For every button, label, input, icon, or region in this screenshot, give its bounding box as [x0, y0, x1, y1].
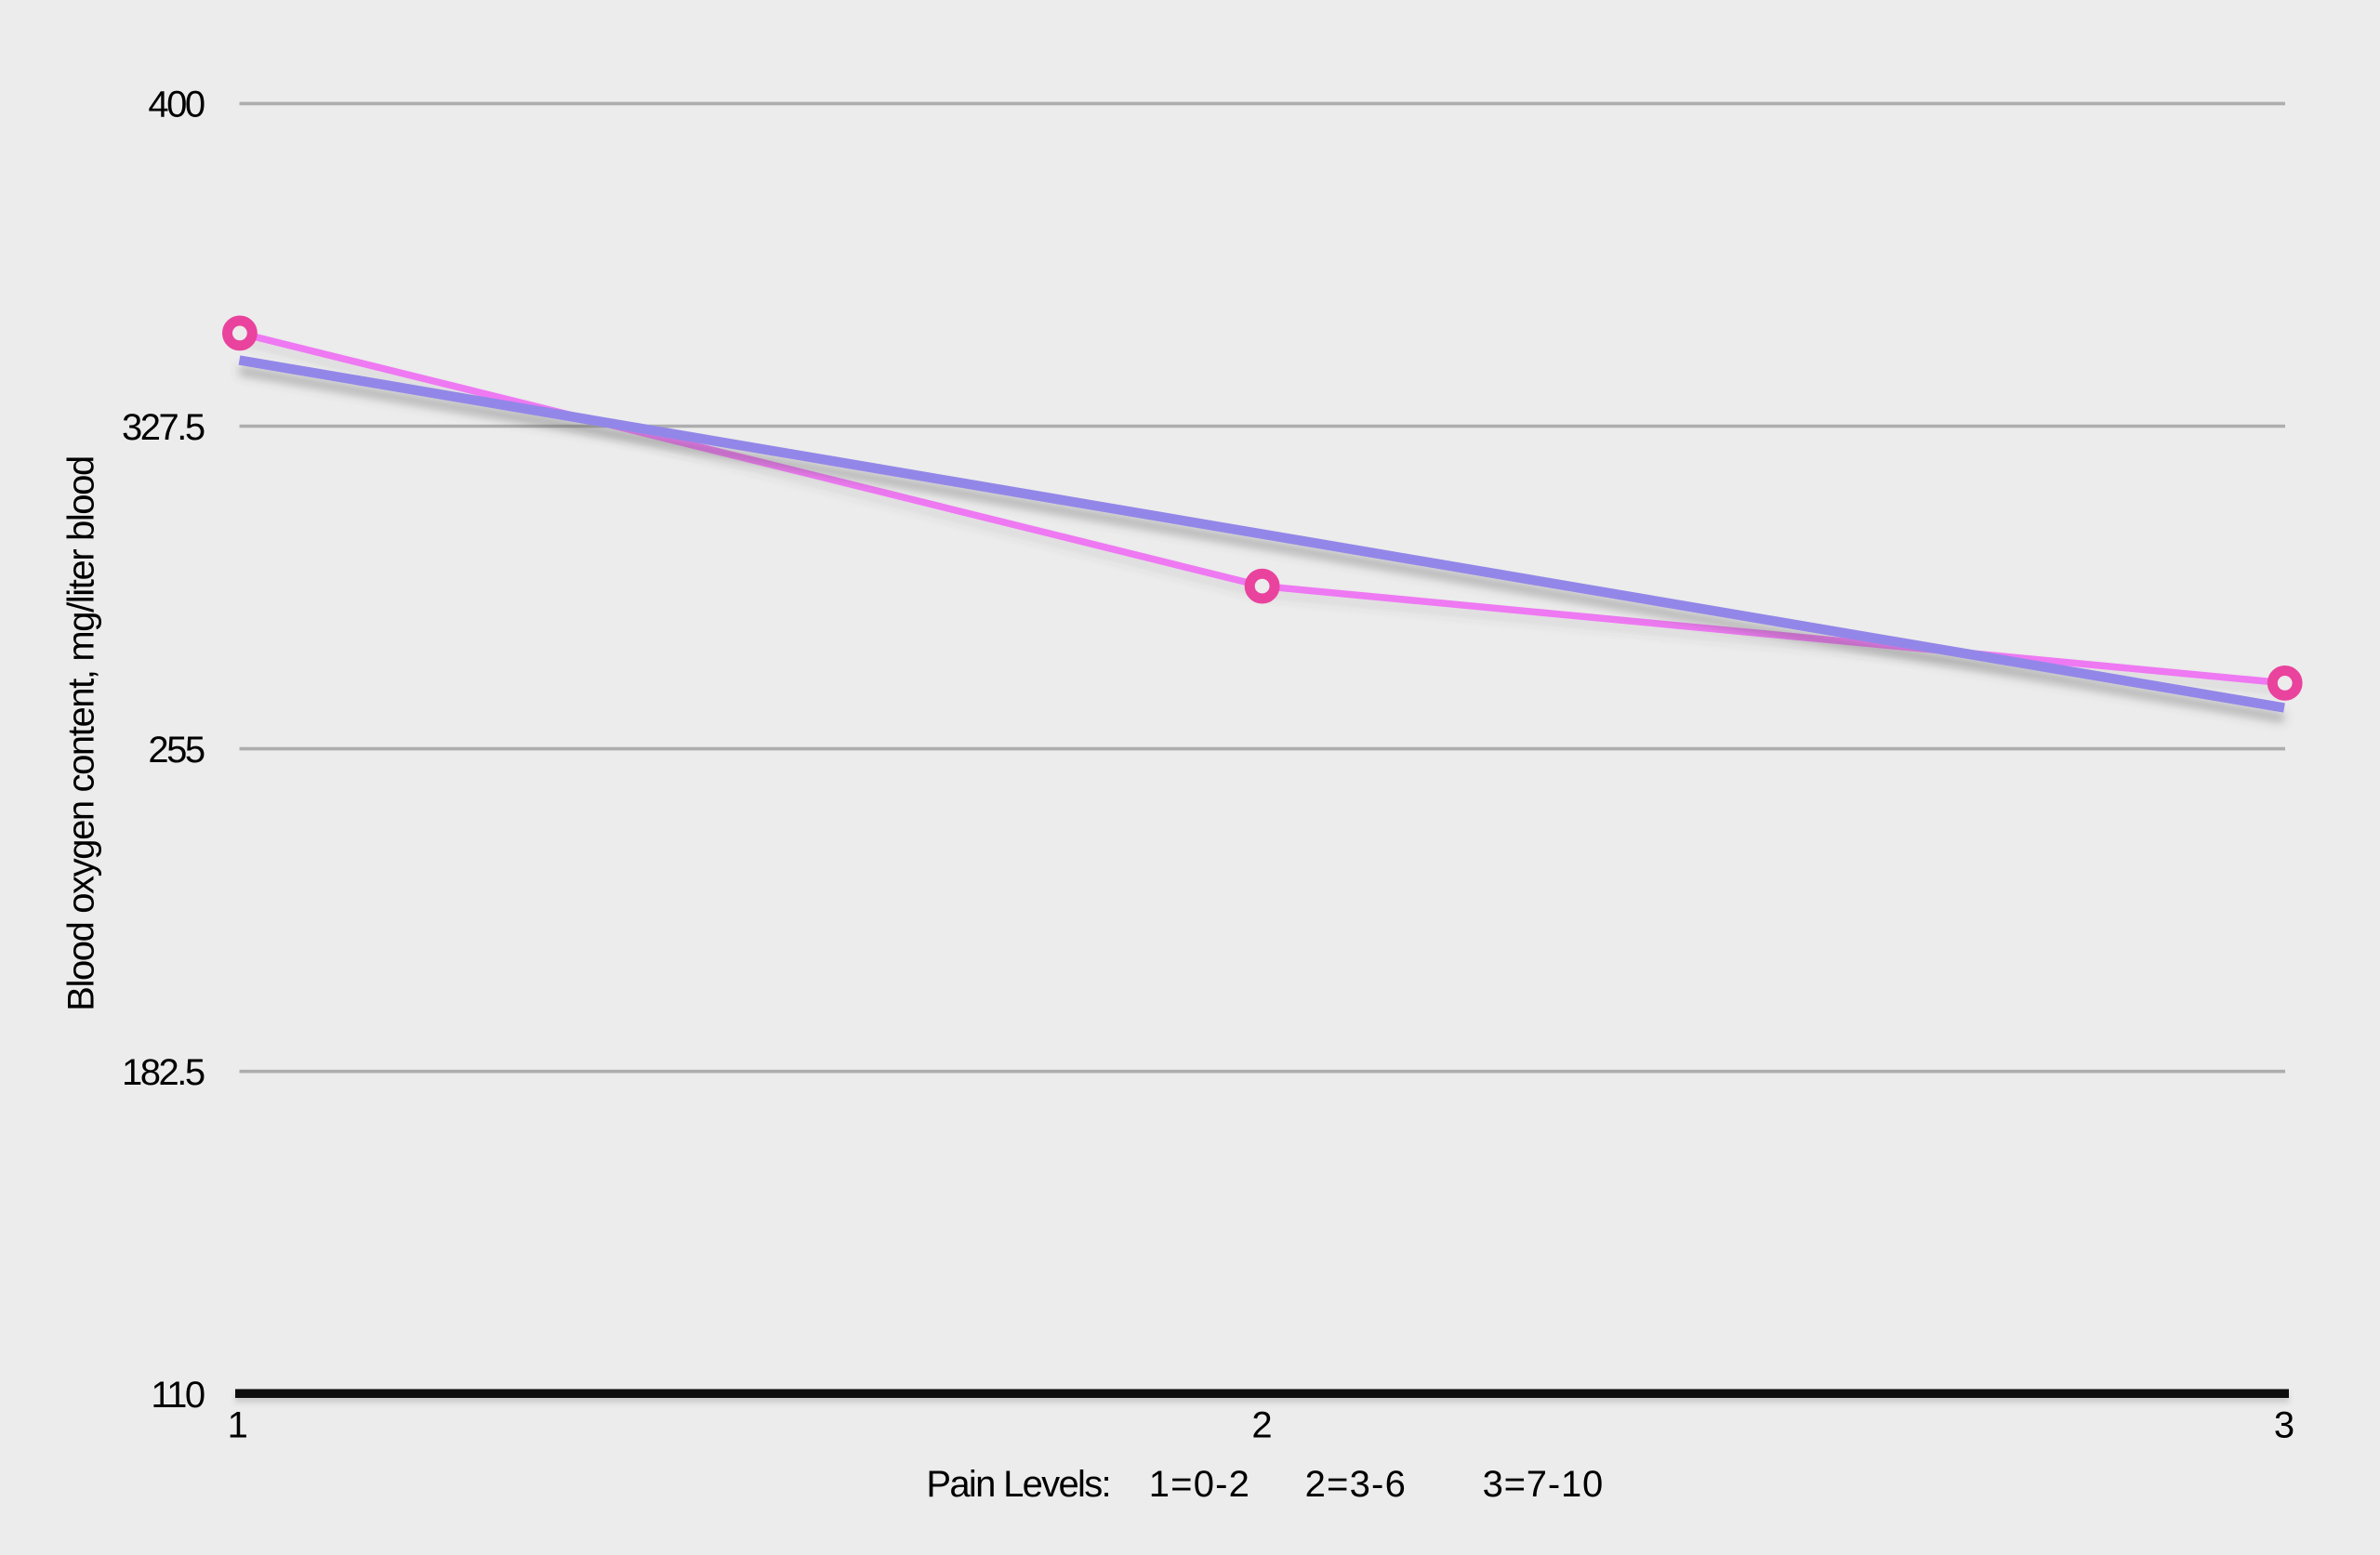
- svg-text:1: 1: [228, 1405, 248, 1446]
- svg-text:327.5: 327.5: [122, 407, 205, 448]
- svg-text:182.5: 182.5: [122, 1052, 205, 1093]
- svg-text:255: 255: [148, 730, 204, 771]
- svg-text:Pain Levels:: Pain Levels:: [926, 1464, 1110, 1505]
- svg-text:2=3-6: 2=3-6: [1305, 1464, 1407, 1505]
- svg-text:3=7-10: 3=7-10: [1483, 1464, 1604, 1505]
- svg-text:2: 2: [1251, 1405, 1272, 1446]
- svg-text:3: 3: [2274, 1405, 2294, 1446]
- svg-text:400: 400: [148, 85, 204, 125]
- svg-text:110: 110: [151, 1375, 205, 1416]
- svg-text:1=0-2: 1=0-2: [1149, 1464, 1250, 1505]
- svg-text:Blood oxygen content, mg/liter: Blood oxygen content, mg/liter blood: [61, 456, 102, 1011]
